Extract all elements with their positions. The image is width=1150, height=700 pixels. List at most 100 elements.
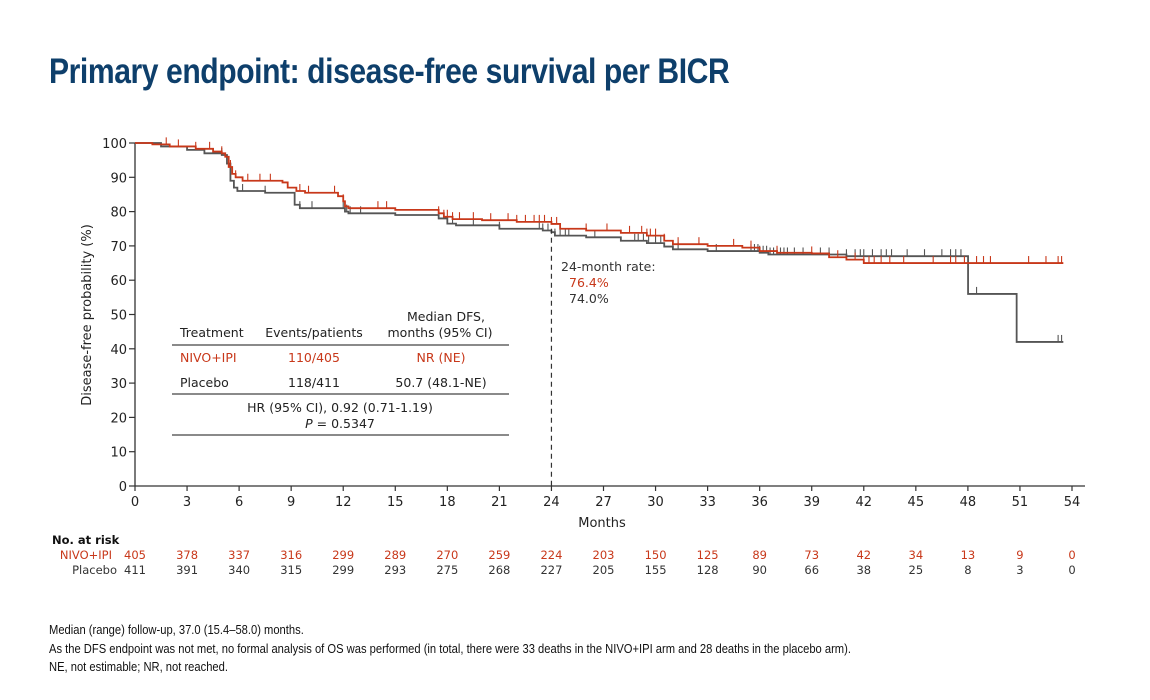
y-tick-label: 80 — [110, 206, 127, 221]
axes: 0 3 6 9 12 15 18 21 24 27 30 33 36 39 42 45 48 51 54010203… — [102, 137, 1085, 510]
footnotes: Median (range) follow-up, 37.0 (15.4–58.… — [49, 621, 851, 677]
x-tick-label: 27 — [595, 495, 612, 510]
y-tick-label: 10 — [110, 446, 127, 461]
x-tick-label: 21 — [491, 495, 508, 510]
km-curve-nivo-ipi — [135, 142, 1064, 264]
x-tick-label: 36 — [751, 495, 768, 510]
summary-table: Treatment Events/patients Median DFS, mo… — [172, 309, 509, 436]
x-tick-label: 51 — [1012, 495, 1029, 510]
p-label: P — [305, 416, 313, 431]
at-risk-value: 34 — [909, 548, 924, 562]
table-header-median-line1: Median DFS, — [407, 309, 485, 324]
at-risk-value: 378 — [176, 548, 198, 562]
table-p-value-line: P = 0.5347 — [305, 416, 375, 431]
footnote-abbreviations: NE, not estimable; NR, not reached. — [49, 659, 228, 674]
y-tick-label: 50 — [110, 309, 127, 324]
x-tick-label: 24 — [543, 495, 560, 510]
at-risk-value: 9 — [1016, 548, 1023, 562]
y-tick-label: 0 — [119, 480, 127, 495]
at-risk-value: 13 — [961, 548, 976, 562]
y-tick-label: 60 — [110, 274, 127, 289]
x-tick-label: 45 — [908, 495, 925, 510]
at-risk-value: 203 — [593, 548, 615, 562]
table-row-nivo-median: NR (NE) — [416, 350, 465, 365]
at-risk-value: 405 — [124, 548, 146, 562]
x-tick-label: 42 — [856, 495, 873, 510]
at-risk-value: 0 — [1068, 563, 1075, 577]
at-risk-value: 315 — [280, 563, 302, 577]
at-risk-value: 150 — [645, 548, 667, 562]
at-risk-value: 391 — [176, 563, 198, 577]
table-row-placebo-treatment: Placebo — [180, 375, 229, 390]
at-risk-value: 411 — [124, 563, 146, 577]
at-risk-value: 340 — [228, 563, 250, 577]
x-tick-label: 15 — [387, 495, 404, 510]
x-tick-label: 48 — [960, 495, 977, 510]
km-curve-placebo — [135, 142, 1064, 343]
at-risk-label-placebo: Placebo — [72, 563, 117, 577]
survival-curves — [135, 137, 1064, 343]
at-risk-value: 3 — [1016, 563, 1023, 577]
footnote-followup: Median (range) follow-up, 37.0 (15.4–58.… — [49, 622, 304, 637]
at-risk-label-nivo-ipi: NIVO+IPI — [60, 548, 112, 562]
p-value: = 0.5347 — [313, 416, 375, 431]
at-risk-table: No. at risk NIVO+IPI Placebo 405 378 337 31… — [52, 533, 1076, 577]
at-risk-value: 90 — [752, 563, 767, 577]
x-tick-label: 0 — [131, 495, 139, 510]
series-nivo-ipi — [135, 137, 1064, 264]
annotation-label: 24-month rate: — [561, 259, 656, 274]
x-axis-title: Months — [578, 516, 626, 531]
at-risk-value: 316 — [280, 548, 302, 562]
x-tick-label: 30 — [647, 495, 664, 510]
footnote-os: As the DFS endpoint was not met, no form… — [49, 640, 851, 656]
x-tick-label: 54 — [1064, 495, 1081, 510]
table-header-median-line2: months (95% CI) — [388, 325, 493, 340]
y-tick-label: 100 — [102, 137, 127, 152]
at-risk-value: 128 — [697, 563, 719, 577]
at-risk-value: 289 — [384, 548, 406, 562]
table-row-nivo-events: 110/405 — [288, 350, 340, 365]
landmark-annotation: 24-month rate: 76.4% 74.0% — [561, 259, 656, 306]
at-risk-value: 268 — [488, 563, 510, 577]
at-risk-value: 337 — [228, 548, 250, 562]
annotation-nivo-ipi: 76.4% — [569, 275, 609, 290]
at-risk-value: 42 — [856, 548, 871, 562]
at-risk-value: 8 — [964, 563, 971, 577]
y-tick-label: 90 — [110, 171, 127, 186]
at-risk-value: 125 — [697, 548, 719, 562]
at-risk-value: 259 — [488, 548, 510, 562]
at-risk-title: No. at risk — [52, 533, 120, 547]
at-risk-value: 0 — [1068, 548, 1075, 562]
y-tick-label: 40 — [110, 343, 127, 358]
table-header-treatment: Treatment — [179, 325, 244, 340]
at-risk-value: 38 — [856, 563, 871, 577]
x-tick-label: 39 — [803, 495, 820, 510]
y-tick-label: 20 — [110, 411, 127, 426]
x-tick-label: 18 — [439, 495, 456, 510]
table-row-placebo-median: 50.7 (48.1-NE) — [395, 375, 486, 390]
at-risk-value: 73 — [804, 548, 819, 562]
x-tick-label: 3 — [183, 495, 191, 510]
at-risk-value: 270 — [436, 548, 458, 562]
table-row-placebo-events: 118/411 — [288, 375, 340, 390]
x-tick-label: 6 — [235, 495, 243, 510]
table-row-nivo-treatment: NIVO+IPI — [180, 350, 237, 365]
x-tick-label: 33 — [699, 495, 716, 510]
page-title: Primary endpoint: disease-free survival … — [49, 52, 730, 91]
annotation-placebo: 74.0% — [569, 291, 609, 306]
at-risk-value: 89 — [752, 548, 767, 562]
at-risk-value: 25 — [909, 563, 924, 577]
series-placebo — [135, 142, 1064, 343]
y-tick-label: 70 — [110, 240, 127, 255]
x-tick-label: 9 — [287, 495, 295, 510]
at-risk-value: 299 — [332, 548, 354, 562]
at-risk-value: 205 — [593, 563, 615, 577]
at-risk-value: 224 — [540, 548, 562, 562]
y-axis-title: Disease-free probability (%) — [80, 224, 95, 406]
at-risk-value: 66 — [804, 563, 819, 577]
at-risk-value: 227 — [540, 563, 562, 577]
y-tick-label: 30 — [110, 377, 127, 392]
x-tick-label: 12 — [335, 495, 352, 510]
at-risk-value: 155 — [645, 563, 667, 577]
